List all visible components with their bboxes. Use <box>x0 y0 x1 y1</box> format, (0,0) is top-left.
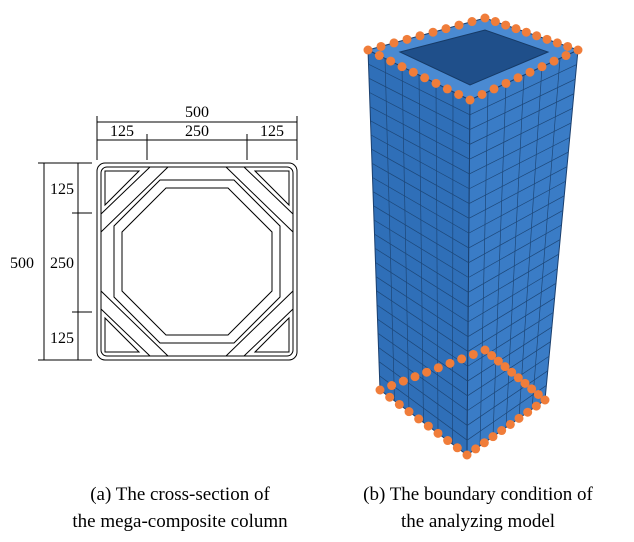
boundary-node <box>522 28 531 37</box>
boundary-node <box>553 38 562 47</box>
figure: 500 125 250 125 500 125 250 125 (a) The … <box>0 0 634 542</box>
boundary-node <box>453 443 462 452</box>
caption: (a) The cross-section of <box>90 484 270 505</box>
boundary-node <box>550 57 559 66</box>
boundary-node <box>526 68 535 77</box>
boundary-node <box>390 38 399 47</box>
boundary-node <box>414 414 423 423</box>
boundary-node <box>502 79 511 88</box>
boundary-node <box>376 386 385 395</box>
caption: the mega-composite column <box>72 511 288 532</box>
boundary-node <box>422 368 431 377</box>
boundary-node <box>543 35 552 44</box>
boundary-node <box>442 24 451 33</box>
boundary-node <box>463 451 472 460</box>
boundary-node <box>506 420 515 429</box>
cross-section: 500 125 250 125 500 125 250 125 <box>10 104 297 360</box>
boundary-node <box>364 46 373 55</box>
boundary-node <box>532 31 541 40</box>
boundary-node <box>466 96 475 105</box>
octagon <box>114 180 280 343</box>
dim-label: 250 <box>185 123 209 140</box>
dim-label: 500 <box>10 255 34 272</box>
boundary-node <box>405 407 414 416</box>
boundary-node <box>434 363 443 372</box>
caption: the analyzing model <box>401 511 555 532</box>
dim-label: 125 <box>50 181 74 198</box>
boundary-node <box>523 408 532 417</box>
boundary-node <box>387 381 396 390</box>
boundary-node <box>403 35 412 44</box>
boundary-node <box>443 436 452 445</box>
boundary-node <box>416 31 425 40</box>
outer-plate <box>97 163 297 360</box>
outer-plate-inner <box>101 167 293 356</box>
boundary-node <box>469 350 478 359</box>
boundary-node <box>395 400 404 409</box>
boundary-node <box>497 426 506 435</box>
dim-label: 125 <box>260 123 284 140</box>
boundary-node <box>420 73 429 82</box>
boundary-node <box>541 396 550 405</box>
boundary-node <box>478 90 487 99</box>
boundary-node <box>490 84 499 93</box>
dim-label: 125 <box>50 330 74 347</box>
dim-label: 250 <box>50 255 74 272</box>
dim-label: 500 <box>185 104 209 121</box>
boundary-node <box>481 14 490 23</box>
boundary-node <box>471 444 480 453</box>
boundary-node <box>399 377 408 386</box>
boundary-node <box>563 42 572 51</box>
boundary-node <box>514 73 523 82</box>
boundary-node <box>411 372 420 381</box>
boundary-node <box>385 393 394 402</box>
boundary-node <box>457 354 466 363</box>
octagon-inner <box>122 188 272 335</box>
boundary-node <box>409 68 418 77</box>
boundary-node <box>443 84 452 93</box>
boundary-node <box>468 17 477 26</box>
boundary-node <box>532 402 541 411</box>
boundary-node <box>424 422 433 431</box>
boundary-node <box>501 21 510 30</box>
column-face <box>368 50 470 455</box>
caption: (b) The boundary condition of <box>363 484 593 505</box>
mesh-line <box>453 92 454 445</box>
boundary-node <box>446 359 455 368</box>
boundary-node <box>386 57 395 66</box>
boundary-node <box>480 438 489 447</box>
boundary-node <box>377 42 386 51</box>
boundary-node <box>432 79 441 88</box>
braces <box>101 167 293 356</box>
boundary-node <box>375 51 384 60</box>
dim-label: 125 <box>110 123 134 140</box>
boundary-node <box>429 28 438 37</box>
boundary-node <box>491 17 500 26</box>
boundary-node <box>455 21 464 30</box>
boundary-node <box>512 24 521 33</box>
boundary-node <box>434 429 443 438</box>
boundary-node <box>574 46 583 55</box>
boundary-node <box>489 432 498 441</box>
boundary-node <box>538 62 547 71</box>
fe-model <box>364 14 583 460</box>
boundary-node <box>454 90 463 99</box>
corner-cells <box>105 171 289 352</box>
boundary-node <box>515 414 524 423</box>
boundary-node <box>398 62 407 71</box>
boundary-node <box>562 51 571 60</box>
